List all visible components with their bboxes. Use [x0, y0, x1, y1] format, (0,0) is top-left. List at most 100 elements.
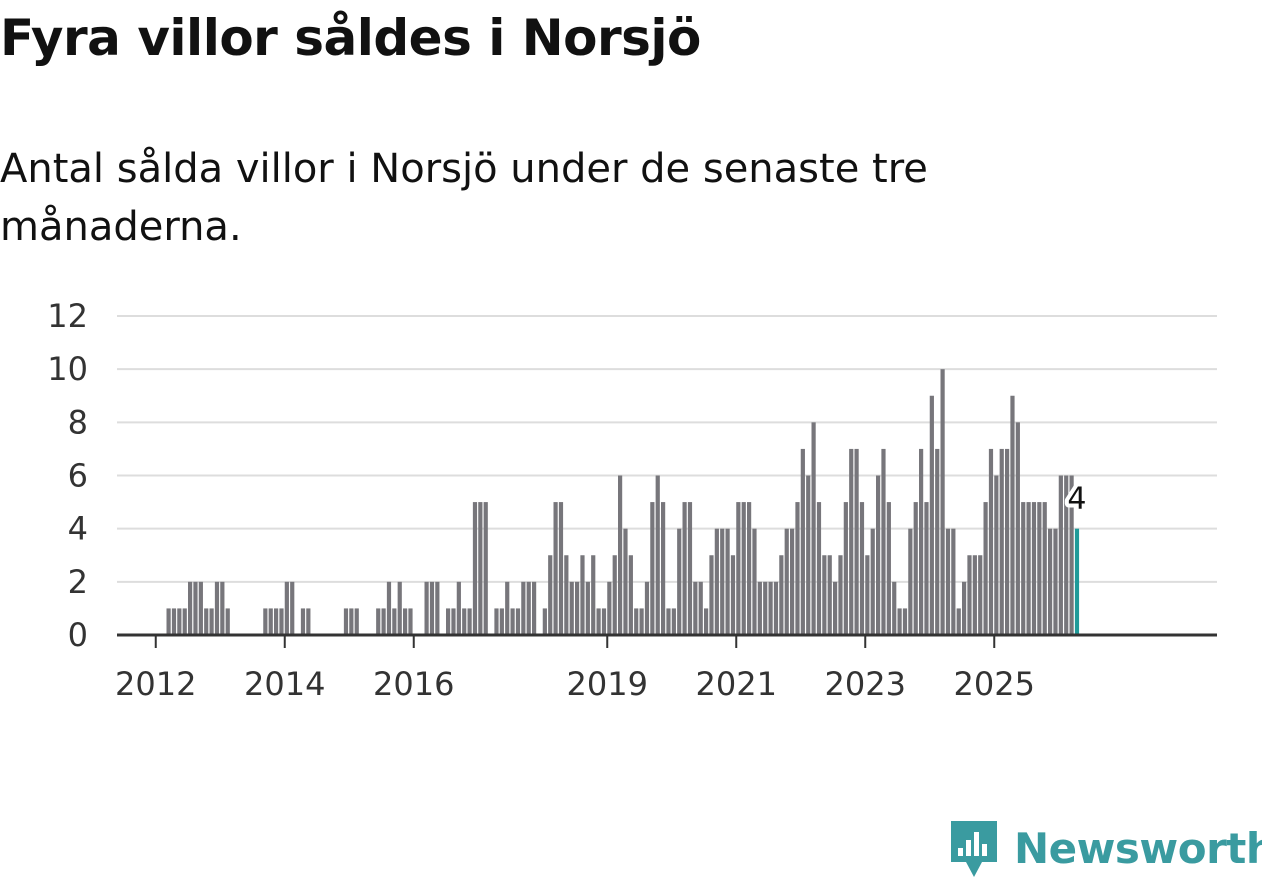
bar	[575, 581, 580, 635]
bar	[811, 422, 816, 635]
bar	[193, 581, 198, 635]
bar	[510, 608, 515, 635]
bar	[784, 528, 789, 635]
bar	[580, 555, 585, 635]
bar	[564, 555, 569, 635]
y-tick-label: 8	[68, 403, 88, 441]
bar	[919, 448, 924, 635]
bar	[790, 528, 795, 635]
bar	[843, 502, 848, 635]
bar	[644, 581, 650, 635]
x-tick-label: 2016	[373, 665, 454, 703]
bar	[424, 581, 429, 635]
bar	[214, 581, 220, 635]
bar	[553, 502, 558, 635]
bar	[166, 608, 171, 635]
bar	[532, 581, 537, 635]
bar	[435, 581, 440, 635]
bar	[403, 608, 408, 635]
y-tick-label: 4	[68, 510, 88, 548]
bar	[902, 608, 908, 635]
chart-title: Fyra villor såldes i Norsjö	[0, 9, 701, 67]
bar	[886, 502, 891, 635]
bar	[1048, 528, 1053, 635]
bar	[865, 555, 870, 635]
bar	[290, 581, 295, 635]
bar	[859, 502, 865, 635]
bar	[806, 475, 811, 635]
bar	[177, 608, 182, 635]
bar	[548, 555, 553, 635]
bar	[526, 581, 531, 635]
newsworthy-logo: Newsworthy	[948, 818, 1262, 880]
bar	[1031, 502, 1037, 635]
bar	[198, 581, 203, 635]
bar	[945, 528, 951, 635]
bar	[1037, 502, 1042, 635]
bar	[376, 608, 381, 635]
bar	[951, 528, 956, 635]
bar	[763, 581, 768, 635]
bar	[188, 581, 193, 635]
bar	[612, 555, 617, 635]
bar	[542, 608, 547, 635]
bar	[838, 555, 843, 635]
bar	[816, 502, 822, 635]
bar	[897, 608, 902, 635]
bar	[204, 608, 209, 635]
bar	[1010, 395, 1015, 635]
bar	[634, 608, 639, 635]
bar	[714, 528, 719, 635]
x-tick-label: 2025	[954, 665, 1035, 703]
bar	[876, 475, 881, 635]
bar	[515, 608, 521, 635]
bar	[268, 608, 273, 635]
y-axis-labels: 0 2 4 6 8 10 12	[47, 297, 88, 654]
bar	[591, 555, 596, 635]
bar	[494, 608, 499, 635]
bar	[408, 608, 413, 635]
bar	[1005, 448, 1010, 635]
bar	[1042, 502, 1047, 635]
bar	[284, 581, 289, 635]
bar	[854, 448, 859, 635]
bar	[306, 608, 311, 635]
bar	[1058, 475, 1063, 635]
bar	[628, 555, 633, 635]
bar	[182, 608, 187, 635]
bar	[795, 502, 800, 635]
bar	[671, 608, 676, 635]
bar	[908, 528, 913, 635]
bar	[741, 502, 746, 635]
bar	[747, 502, 752, 635]
bar	[1053, 528, 1058, 635]
bar	[596, 608, 601, 635]
bar	[225, 608, 230, 635]
bar	[569, 581, 574, 635]
x-tick-label: 2012	[115, 665, 196, 703]
bar	[1021, 502, 1026, 635]
bar	[354, 608, 359, 635]
bar	[757, 581, 762, 635]
bar	[343, 608, 349, 635]
bar	[585, 581, 590, 635]
x-tick-label: 2019	[567, 665, 648, 703]
bar	[279, 608, 284, 635]
bar	[983, 502, 988, 635]
bar	[693, 581, 698, 635]
x-tick-label: 2023	[825, 665, 906, 703]
bar	[300, 608, 306, 635]
bar	[220, 581, 225, 635]
bar	[800, 448, 805, 635]
bar	[499, 608, 504, 635]
bar	[773, 581, 779, 635]
bar	[892, 581, 897, 635]
y-tick-label: 0	[68, 616, 88, 654]
bar	[870, 528, 875, 635]
newsworthy-bar-chart-icon	[951, 821, 997, 877]
y-tick-label: 6	[68, 457, 88, 495]
bar	[940, 369, 945, 635]
bar	[822, 555, 827, 635]
annotations: 4	[1063, 478, 1090, 521]
